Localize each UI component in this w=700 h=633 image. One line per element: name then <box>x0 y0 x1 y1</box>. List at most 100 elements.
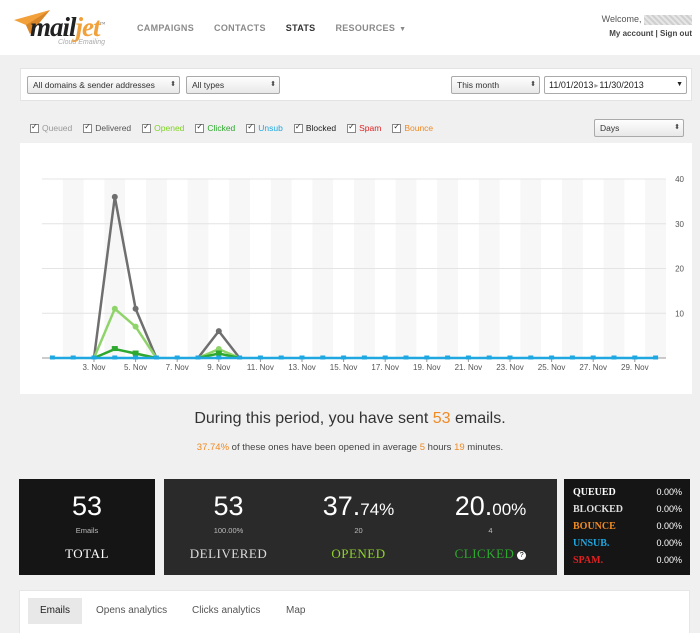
data-point-unsub <box>237 355 243 360</box>
checkbox-checked-icon[interactable] <box>30 122 39 133</box>
x-tick-label: 7. Nov <box>166 363 189 372</box>
stat-row-pct: 0.00% <box>656 504 682 514</box>
summary-prefix: During this period, you have sent <box>194 410 429 427</box>
nav-stats[interactable]: STATS <box>285 23 316 33</box>
data-point-unsub <box>361 355 367 360</box>
data-point-unsub <box>278 355 284 360</box>
domain-select-value: All domains & sender addresses <box>33 80 155 90</box>
legend-item-spam[interactable]: Spam <box>347 122 381 133</box>
y-tick-label: 30 <box>675 220 684 229</box>
granularity-select[interactable]: Days ⬍ <box>594 119 684 137</box>
legend-item-blocked[interactable]: Blocked <box>293 122 336 133</box>
data-point-unsub <box>91 355 97 360</box>
data-point-clicked <box>215 350 222 356</box>
stat-row-queued: QUEUED 0.00% <box>573 487 682 504</box>
data-point-opened <box>111 305 118 312</box>
filter-bar: All domains & sender addresses ⬍ All typ… <box>20 68 692 101</box>
user-welcome: Welcome, My account | Sign out <box>602 14 692 38</box>
data-point-unsub <box>133 355 139 360</box>
updown-arrow-icon: ⬍ <box>170 81 176 88</box>
minutes-label: minutes. <box>467 442 504 453</box>
stat-row-bounce: BOUNCE 0.00% <box>573 521 682 538</box>
clicked-value: 20.00% <box>424 491 557 522</box>
other-stats-box: QUEUED 0.00% BLOCKED 0.00% BOUNCE 0.00% UNSUB.… <box>564 479 690 575</box>
x-tick-label: 21. Nov <box>455 363 483 372</box>
checkbox-checked-icon[interactable] <box>195 122 205 133</box>
paper-plane-icon <box>14 10 50 34</box>
my-account-link[interactable]: My account <box>609 28 654 38</box>
data-point-unsub <box>549 355 555 360</box>
period-select-value: This month <box>457 80 500 90</box>
legend-label: Delivered <box>95 123 132 133</box>
date-range-picker[interactable]: 11/01/2013▸11/30/2013 ▼ <box>544 76 687 94</box>
arrow-right-icon: ▸ <box>594 81 599 90</box>
stat-row-pct: 0.00% <box>656 538 682 548</box>
data-point-unsub <box>465 355 471 360</box>
data-point-unsub <box>590 355 596 360</box>
summary-suffix: emails. <box>454 410 506 427</box>
masked-username <box>644 14 692 25</box>
summary-sent-count: 53 <box>432 410 451 427</box>
tab-opens-analytics[interactable]: Opens analytics <box>96 605 168 616</box>
clicked-box[interactable]: 20.00% 4 CLICKED? <box>424 479 557 575</box>
stat-row-pct: 0.00% <box>656 487 682 497</box>
legend-item-queued[interactable]: Queued <box>30 122 72 133</box>
data-point-unsub <box>195 355 201 360</box>
legend-item-unsub[interactable]: Unsub <box>246 122 283 133</box>
data-point-unsub <box>569 355 575 360</box>
y-tick-label: 10 <box>675 309 684 318</box>
nav-campaigns[interactable]: CAMPAIGNS <box>137 23 195 33</box>
checkbox-checked-icon[interactable] <box>347 122 357 133</box>
total-box[interactable]: 53 Emails TOTAL <box>19 479 155 575</box>
open-rate: 37.74% <box>196 442 230 453</box>
updown-arrow-icon: ⬍ <box>270 81 276 88</box>
data-point-unsub <box>216 355 222 360</box>
checkbox-checked-icon[interactable] <box>83 122 93 133</box>
delivered-box[interactable]: 53 100.00% DELIVERED <box>164 479 293 575</box>
data-point-unsub <box>424 355 430 360</box>
legend-item-delivered[interactable]: Delivered <box>83 122 132 133</box>
tab-clicks-analytics[interactable]: Clicks analytics <box>192 605 261 616</box>
data-point-unsub <box>49 355 55 360</box>
stat-row-blocked: BLOCKED 0.00% <box>573 504 682 521</box>
type-select[interactable]: All types ⬍ <box>186 76 280 94</box>
nav-resources[interactable]: RESOURCES ▼ <box>335 23 426 33</box>
stat-row-label: QUEUED <box>573 487 616 498</box>
main-nav: CAMPAIGNS CONTACTS STATS RESOURCES ▼ <box>137 23 446 33</box>
open-text: of these ones have been opened in averag… <box>231 442 418 453</box>
mailjet-logo[interactable]: mailjet™ Cloud Emailing <box>12 8 122 50</box>
legend-label: Bounce <box>404 123 434 133</box>
open-summary: 37.74% of these ones have been opened in… <box>0 442 700 453</box>
legend-item-clicked[interactable]: Clicked <box>195 122 235 133</box>
opened-box[interactable]: 37.74% 20 OPENED <box>293 479 424 575</box>
help-icon[interactable]: ? <box>517 550 527 560</box>
data-point-unsub <box>653 355 659 360</box>
tab-emails[interactable]: Emails <box>28 598 83 624</box>
legend-item-opened[interactable]: Opened <box>142 122 185 133</box>
legend-item-bounce[interactable]: Bounce <box>392 122 434 133</box>
tab-map[interactable]: Map <box>286 605 306 616</box>
checkbox-checked-icon[interactable] <box>246 122 256 133</box>
clicked-value-dec: 00% <box>492 500 527 519</box>
data-point-unsub <box>382 355 388 360</box>
x-tick-label: 19. Nov <box>413 363 441 372</box>
checkbox-checked-icon[interactable] <box>142 122 152 133</box>
data-point-unsub <box>174 355 180 360</box>
nav-contacts[interactable]: CONTACTS <box>214 23 266 33</box>
updown-arrow-icon: ⬍ <box>530 81 536 88</box>
data-point-unsub <box>445 355 451 360</box>
checkbox-checked-icon[interactable] <box>293 122 303 133</box>
link-separator: | <box>655 28 658 38</box>
opened-value-main: 37. <box>322 491 361 521</box>
domain-select[interactable]: All domains & sender addresses ⬍ <box>27 76 180 94</box>
period-select[interactable]: This month ⬍ <box>451 76 540 94</box>
y-tick-label: 20 <box>675 265 684 274</box>
stats-line-chart: 10 20 30 40 3. Nov 5. Nov 7. Nov 9. Nov 11. Nov 1… <box>42 175 685 372</box>
sign-out-link[interactable]: Sign out <box>660 28 692 38</box>
checkbox-checked-icon[interactable] <box>392 122 402 133</box>
stat-row-label: BLOCKED <box>573 504 624 515</box>
avg-hours: 5 <box>419 442 426 453</box>
chart-legend: Queued Delivered Opened Clicked Unsub Blocked… <box>30 122 444 133</box>
stat-row-spam: SPAM. 0.00% <box>573 555 682 572</box>
legend-label: Opened <box>154 123 185 133</box>
